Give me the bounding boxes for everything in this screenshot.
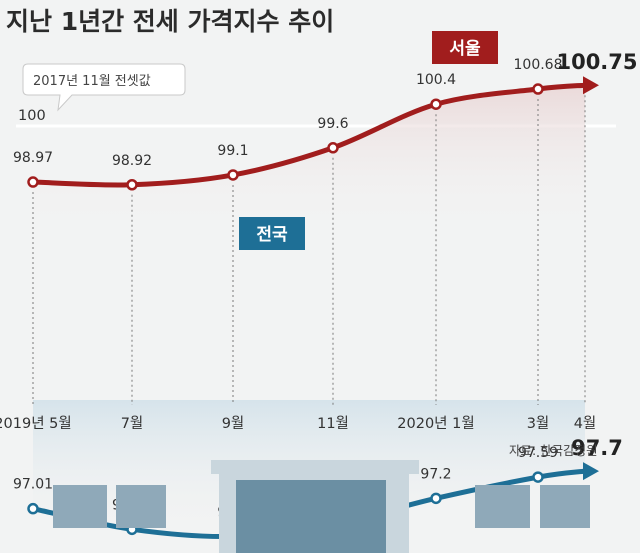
vertical-guides [32, 95, 586, 405]
legend-seoul: 서울 [432, 31, 498, 64]
reference-line-label: 100 [18, 108, 46, 124]
legend-national: 전국 [239, 217, 305, 250]
legend-national-badge [239, 217, 305, 250]
data-label-seoul: 100.4 [416, 72, 456, 88]
data-label-national: 97.2 [420, 466, 451, 482]
x-tick-label: 2019년 5월 [0, 415, 72, 432]
chart-title: 지난 1년간 전세 가격지수 추이 [6, 7, 334, 36]
series-arrow-seoul [583, 76, 599, 95]
x-tick-label: 4월 [574, 415, 597, 432]
point-seoul [430, 98, 442, 110]
data-label-seoul: 98.97 [13, 150, 53, 166]
legend-seoul-badge [432, 31, 498, 64]
point-seoul [327, 142, 339, 154]
data-label-national: 97.01 [13, 477, 53, 493]
series-arrow-national [583, 462, 599, 481]
data-label-seoul: 99.1 [217, 143, 248, 159]
legend-seoul-label: 서울 [449, 39, 481, 59]
x-tick-label: 2020년 1월 [397, 415, 474, 432]
point-national [430, 492, 442, 505]
data-label-national: 97.59 [518, 445, 558, 461]
data-label-seoul: 100.68 [514, 57, 563, 73]
data-label-national: 97.7 [571, 436, 623, 460]
data-label-seoul: 98.92 [112, 153, 152, 169]
reference-callout-box [22, 63, 186, 112]
point-national [27, 502, 39, 515]
point-seoul [227, 169, 239, 181]
source-note: 자료: 한국감정원 [509, 443, 598, 458]
point-seoul [27, 176, 39, 188]
data-label-seoul: 100.75 [556, 50, 637, 74]
building-illustration [53, 460, 590, 553]
x-tick-label: 7월 [121, 415, 144, 432]
legend-national-label: 전국 [256, 225, 288, 245]
x-axis-ticks: 2019년 5월 7월 9월 11월 2020년 1월 3월 4월 [0, 415, 596, 432]
x-tick-label: 3월 [527, 415, 550, 432]
x-tick-label: 11월 [317, 415, 349, 432]
point-seoul [532, 83, 544, 95]
point-seoul [126, 179, 138, 191]
x-tick-label: 9월 [222, 415, 245, 432]
point-national [532, 471, 544, 483]
data-label-seoul: 99.6 [317, 116, 348, 132]
reference-callout-text: 2017년 11월 전셋값 [33, 74, 151, 89]
